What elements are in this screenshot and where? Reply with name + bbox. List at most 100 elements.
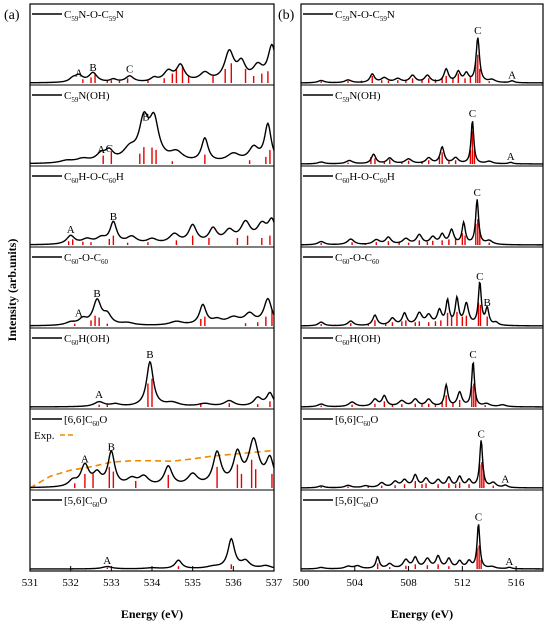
- legend-label: C60-O-C60: [335, 252, 379, 266]
- legend-label-part: N(OH): [349, 90, 380, 102]
- legend-label-part: 60: [372, 258, 380, 266]
- panel-b-label: (b): [278, 8, 295, 23]
- legend-label-part: N: [387, 9, 395, 21]
- legend-label-part: O: [99, 495, 107, 507]
- peak-annotation: A: [508, 69, 516, 81]
- x-tick-label: 504: [347, 577, 364, 589]
- legend-label: [5,6]C60O: [335, 495, 378, 509]
- peak-annotation: B: [142, 111, 149, 123]
- legend-label-part: 60: [109, 177, 117, 185]
- legend-label-part: C: [64, 252, 71, 264]
- legend-label-part: 59: [342, 15, 350, 23]
- legend-label-part: H(OH): [349, 333, 380, 345]
- legend-label-part: [5,6]C: [64, 495, 92, 507]
- peak-annotation: C: [126, 63, 133, 75]
- legend-label-part: C: [64, 171, 71, 183]
- legend-label-part: O: [99, 414, 107, 426]
- legend-label-part: [5,6]C: [335, 495, 363, 507]
- legend-label: C60H-O-C60H: [64, 171, 124, 185]
- legend-label-part: C: [335, 171, 342, 183]
- legend-label: C60H(OH): [335, 333, 381, 347]
- peak-annotation: A: [501, 473, 509, 485]
- spectrum-curve: [29, 110, 275, 165]
- spectrum-curve: [300, 37, 543, 84]
- x-tick-label: 516: [508, 577, 525, 589]
- legend-label: C60H-O-C60H: [335, 171, 395, 185]
- spectrum-curve: [30, 43, 275, 84]
- legend-label-part: C: [335, 90, 342, 102]
- peak-annotation: C: [474, 25, 481, 37]
- peak-annotation: C: [106, 143, 113, 155]
- legend-label-part: C: [335, 9, 342, 21]
- spectrum-curve: [30, 537, 275, 570]
- exp-label: Exp.: [34, 430, 55, 442]
- subplot-b-2: C A C59N(OH): [300, 84, 543, 165]
- legend-label-part: 60: [71, 339, 79, 347]
- legend-label-part: C: [64, 333, 71, 345]
- legend-label-part: N-O-C: [78, 9, 109, 21]
- panel-a-x-axis-label: Energy (eV): [121, 607, 183, 621]
- peak-annotation: C: [476, 271, 483, 283]
- spectrum-curve: [300, 199, 544, 246]
- subplot-b-6: C A [6,6]C60O: [300, 408, 543, 489]
- y-axis-label: Intensity (arb.units): [5, 239, 19, 342]
- legend-label: [6,6]C60O: [64, 414, 107, 428]
- legend-label-part: 60: [342, 177, 350, 185]
- peak-annotation: A: [507, 151, 515, 163]
- x-tick-label: 500: [293, 577, 310, 589]
- subplot-a-6: A B [6,6]C60O Exp.: [29, 408, 275, 489]
- peak-annotation: B: [89, 62, 96, 74]
- subplot-b-4: C B C60-O-C60: [300, 246, 544, 327]
- panel-b: CAC59N-O-C59NCAC59N(OH)CC60H-O-C60HCBC60…: [293, 3, 544, 589]
- legend-label: C59N(OH): [335, 90, 381, 104]
- legend-label: C60H(OH): [64, 333, 110, 347]
- legend-label-part: 60: [342, 258, 350, 266]
- peak-annotation: A: [67, 224, 75, 236]
- legend-label-part: N(OH): [78, 90, 109, 102]
- legend-label-part: 60: [363, 501, 371, 509]
- legend-label-part: [6,6]C: [64, 414, 92, 426]
- legend-label-part: [6,6]C: [335, 414, 363, 426]
- spectrum-curve: [300, 121, 543, 165]
- peak-annotation: C: [473, 187, 480, 199]
- legend-label-part: H(OH): [78, 333, 109, 345]
- spectrum-curve: [300, 440, 543, 489]
- peak-annotation: B: [484, 297, 491, 309]
- peak-annotation: C: [475, 512, 482, 524]
- legend-label-part: 59: [342, 96, 350, 104]
- peak-annotation: B: [93, 288, 100, 300]
- legend-label-part: 59: [71, 15, 79, 23]
- legend-label-part: C: [64, 9, 71, 21]
- legend-label-part: 60: [380, 177, 388, 185]
- x-tick-label: 508: [400, 577, 417, 589]
- x-tick-label: 536: [225, 577, 242, 589]
- legend-label: C59N-O-C59N: [335, 9, 395, 23]
- peak-annotation: A: [505, 556, 513, 568]
- peak-annotation: A: [97, 144, 105, 156]
- legend-label: C59N(OH): [64, 90, 110, 104]
- x-tick-label: 535: [184, 577, 201, 589]
- legend-label-part: O: [370, 414, 378, 426]
- legend-label-part: 60: [363, 420, 371, 428]
- spectrum-curve: [300, 281, 544, 327]
- peak-annotation: B: [108, 442, 115, 454]
- legend-label-part: 60: [342, 339, 350, 347]
- x-tick-label: 534: [144, 577, 161, 589]
- legend-label-part: C: [64, 90, 71, 102]
- legend-label-part: 60: [92, 420, 100, 428]
- spectrum-curve: [301, 524, 544, 570]
- legend-label-part: 60: [71, 258, 79, 266]
- legend-label-part: 60: [71, 177, 79, 185]
- legend-label-part: N: [116, 9, 124, 21]
- peak-annotation: C: [469, 349, 476, 361]
- legend-label-part: C: [335, 252, 342, 264]
- spectrum-curve: [29, 217, 275, 246]
- legend-label-part: H-O-C: [349, 171, 380, 183]
